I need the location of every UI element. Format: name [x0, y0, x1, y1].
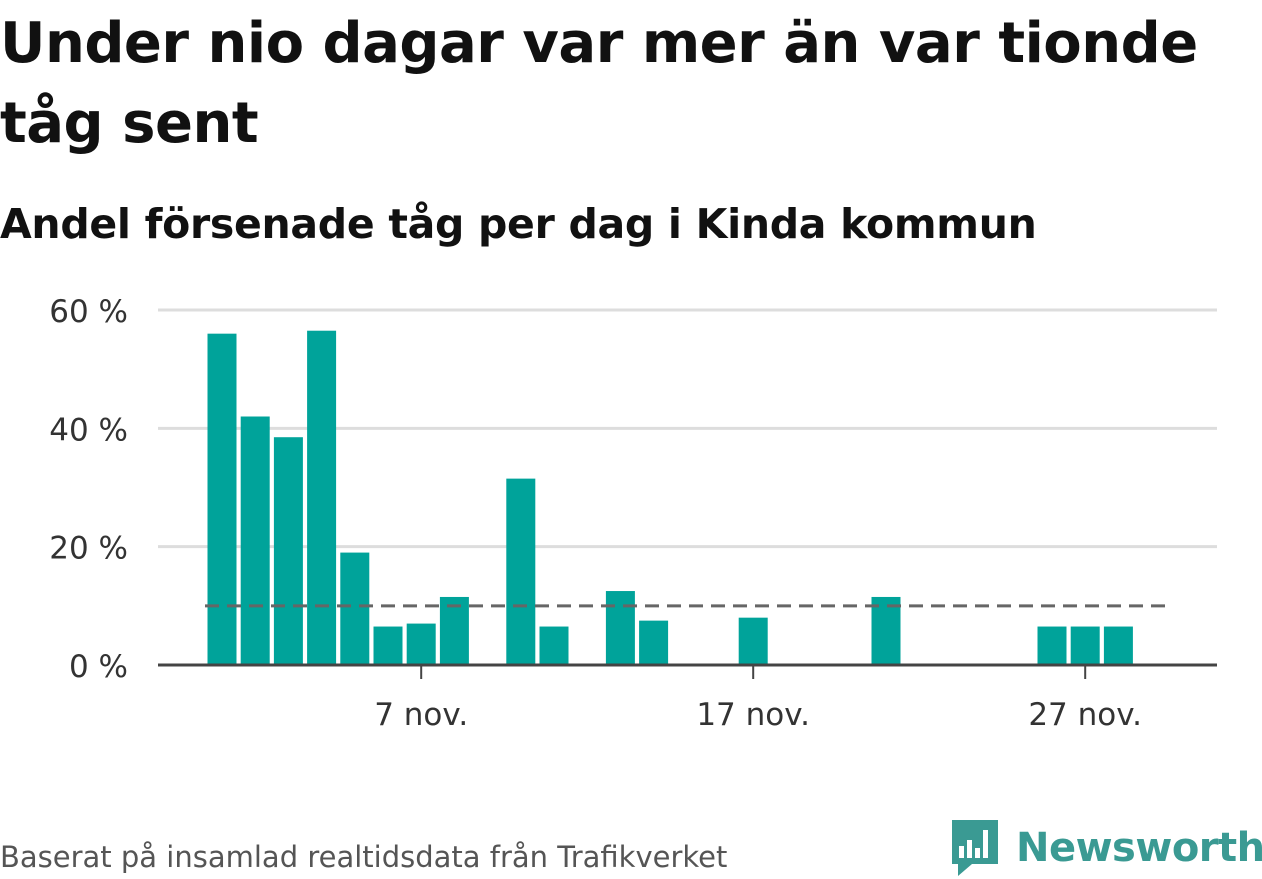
bar [373, 626, 403, 665]
bar [639, 620, 669, 665]
y-tick-label: 20 % [49, 531, 128, 567]
chart-title: Under nio dagar var mer än var tionde tå… [0, 11, 1198, 156]
bar [1070, 626, 1100, 665]
x-tick-label: 7 nov. [374, 697, 468, 733]
y-tick-label: 40 % [49, 412, 128, 448]
bar [207, 333, 237, 665]
bar [506, 478, 536, 665]
bar [307, 330, 337, 665]
bar [406, 623, 436, 665]
chart-subtitle: Andel försenade tåg per dag i Kinda komm… [0, 200, 1037, 248]
newsworthy-logo-icon [952, 820, 998, 876]
bar [240, 416, 270, 665]
bar [1037, 626, 1067, 665]
bar [871, 596, 901, 665]
x-tick-label: 27 nov. [1028, 697, 1142, 733]
brand-logo: Newsworthy [950, 818, 1262, 878]
bar [539, 626, 569, 665]
x-tick-label: 17 nov. [696, 697, 810, 733]
bar [439, 596, 469, 665]
bar [340, 552, 370, 665]
bar [605, 591, 635, 665]
y-tick-label: 60 % [49, 294, 128, 330]
bar [738, 617, 768, 665]
bar [1103, 626, 1133, 665]
source-note: Baserat på insamlad realtidsdata från Tr… [0, 840, 728, 874]
y-tick-label: 0 % [69, 649, 128, 685]
bar-chart: 0 % 20 % 40 % 60 % 7 nov. 17 nov. 27 nov. [49, 294, 1217, 733]
brand-name: Newsworthy [1016, 825, 1262, 871]
bar [273, 437, 303, 665]
